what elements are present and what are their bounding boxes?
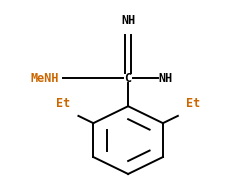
- Text: Et: Et: [56, 97, 70, 110]
- Text: NH: NH: [158, 72, 172, 85]
- Text: Et: Et: [186, 97, 201, 110]
- Text: C: C: [125, 72, 132, 85]
- Text: MeNH: MeNH: [30, 72, 59, 85]
- Text: NH: NH: [121, 14, 135, 27]
